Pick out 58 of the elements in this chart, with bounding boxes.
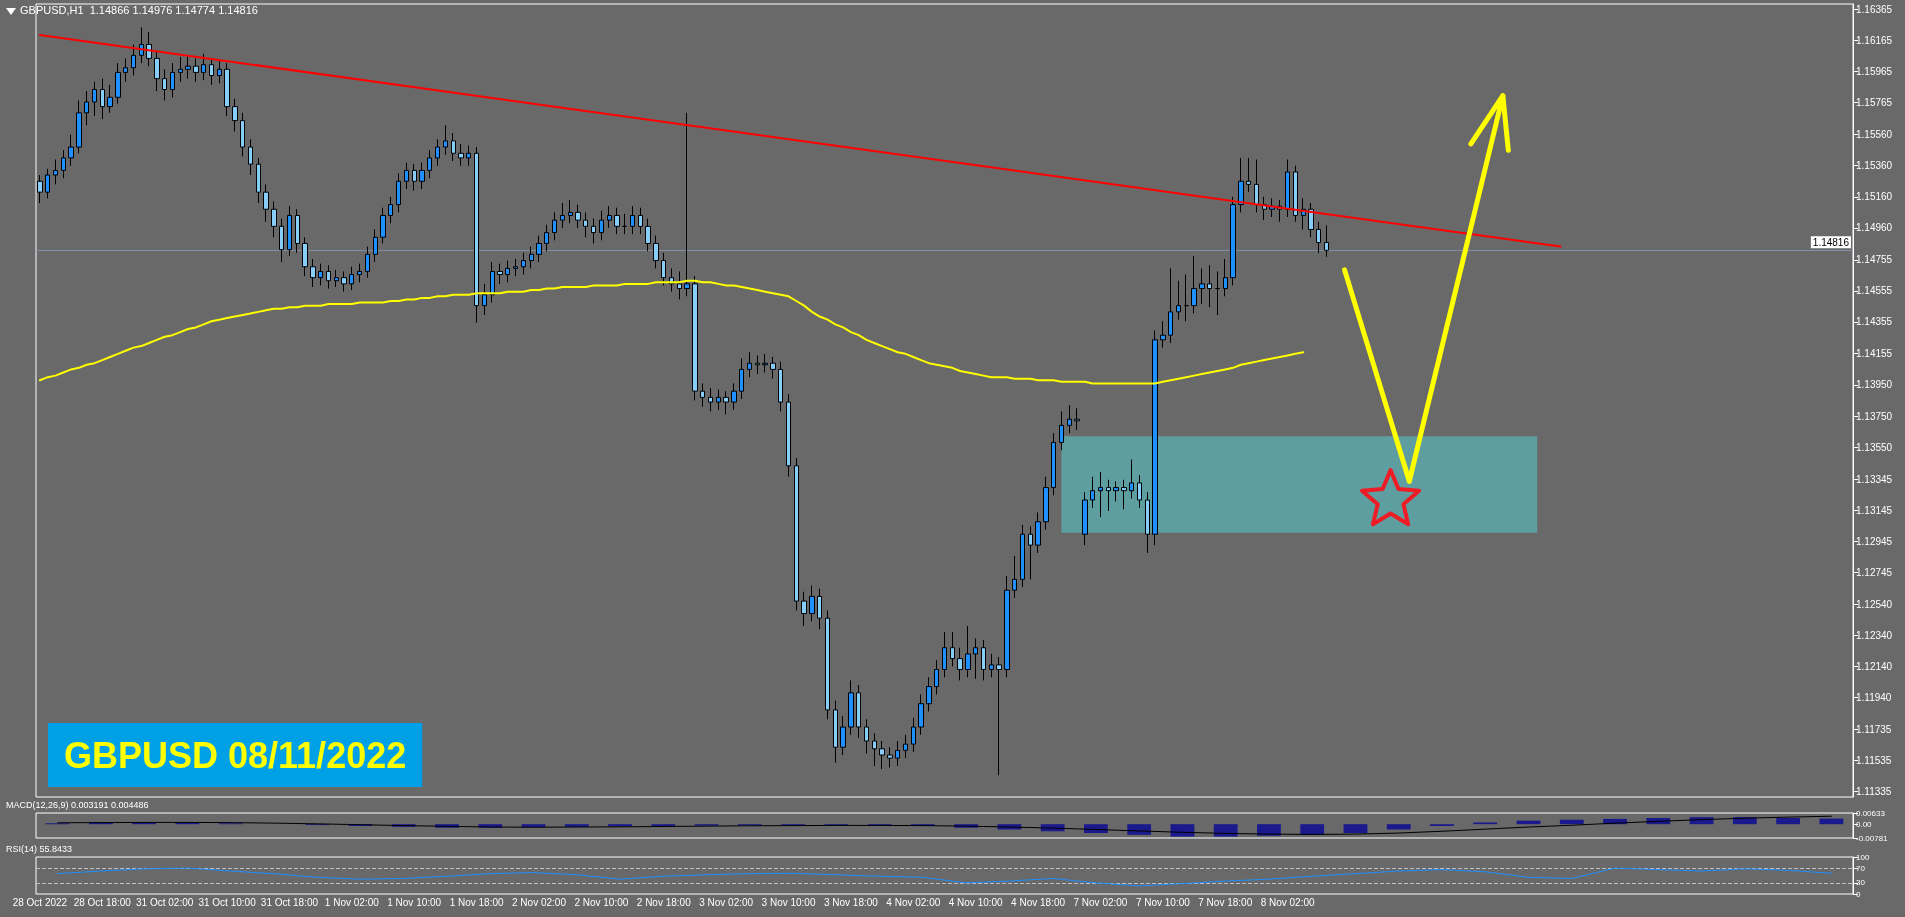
chart-title: MACD(12,26,9) 0.003191 0.004486: [6, 799, 149, 810]
x-tick-label: 7 Nov 10:00: [1135, 896, 1191, 908]
x-tick-label: 28 Oct 18:00: [73, 896, 132, 908]
x-tick-label: 8 Nov 02:00: [1260, 896, 1316, 908]
y-tick-label: 1.13145: [1856, 504, 1893, 516]
y-tick-label: 1.14355: [1856, 316, 1893, 328]
y-tick-label: 1.13345: [1856, 473, 1893, 485]
y-tick-label: 1.12945: [1856, 535, 1893, 547]
x-tick-label: 28 Oct 2022: [12, 896, 68, 908]
y-tick-label: 0.00633: [1856, 808, 1886, 818]
y-tick-label: 30: [1856, 878, 1866, 888]
x-tick-label: 31 Oct 02:00: [136, 896, 194, 908]
y-tick-label: 1.15360: [1856, 160, 1893, 172]
chart-title: GBPUSD,H1 1.14866 1.14976 1.14774 1.14816: [20, 3, 258, 16]
x-tick-label: 3 Nov 10:00: [761, 896, 816, 908]
y-tick-label: 1.11940: [1856, 691, 1892, 703]
annotation: GBPUSD 08/11/2022: [64, 734, 407, 776]
ref-line-label: 1.14816: [1812, 236, 1850, 248]
y-tick-label: 1.11535: [1856, 754, 1892, 766]
y-tick-label: 1.16365: [1856, 3, 1893, 15]
y-tick-label: -0.00781: [1856, 833, 1889, 843]
y-tick-label: 1.14960: [1856, 222, 1893, 234]
y-tick-label: 0.00: [1856, 819, 1873, 829]
y-tick-label: 1.14755: [1856, 254, 1893, 266]
y-tick-label: 1.13950: [1856, 379, 1893, 391]
x-tick-label: 7 Nov 02:00: [1073, 896, 1128, 908]
x-tick-label: 3 Nov 18:00: [823, 896, 879, 908]
y-tick-label: 1.12745: [1856, 566, 1893, 578]
y-tick-label: 1.15965: [1856, 66, 1893, 78]
y-tick-label: 1.11735: [1856, 723, 1892, 735]
x-tick-label: 4 Nov 10:00: [948, 896, 1004, 908]
x-tick-label: 31 Oct 10:00: [198, 896, 257, 908]
x-tick-label: 2 Nov 10:00: [574, 896, 629, 908]
y-tick-label: 1.14555: [1856, 285, 1893, 297]
x-tick-label: 4 Nov 02:00: [886, 896, 941, 908]
x-tick-label: 1 Nov 02:00: [324, 896, 380, 908]
y-tick-label: 1.12340: [1856, 629, 1893, 641]
chart-title: RSI(14) 55.8433: [6, 843, 73, 854]
x-tick-label: 4 Nov 18:00: [1011, 896, 1066, 908]
x-tick-label: 3 Nov 02:00: [699, 896, 754, 908]
y-tick-label: 1.11335: [1856, 786, 1892, 798]
y-tick-label: 1.12140: [1856, 660, 1893, 672]
x-tick-label: 1 Nov 10:00: [387, 896, 442, 908]
y-tick-label: 1.12540: [1856, 598, 1893, 610]
y-tick-label: 1.15765: [1856, 97, 1893, 109]
y-tick-label: 1.15160: [1856, 191, 1893, 203]
y-tick-label: 100: [1856, 852, 1870, 862]
y-tick-label: 1.14155: [1856, 347, 1893, 359]
x-tick-label: 1 Nov 18:00: [449, 896, 504, 908]
y-tick-label: 70: [1856, 863, 1866, 873]
y-tick-label: 1.15560: [1856, 129, 1893, 141]
y-tick-label: 1.13750: [1856, 410, 1893, 422]
x-tick-label: 2 Nov 18:00: [636, 896, 692, 908]
x-tick-label: 7 Nov 18:00: [1198, 896, 1253, 908]
y-tick-label: 1.13550: [1856, 441, 1893, 453]
y-tick-label: 1.16165: [1856, 35, 1893, 47]
x-tick-label: 2 Nov 02:00: [512, 896, 567, 908]
x-tick-label: 31 Oct 18:00: [260, 896, 319, 908]
